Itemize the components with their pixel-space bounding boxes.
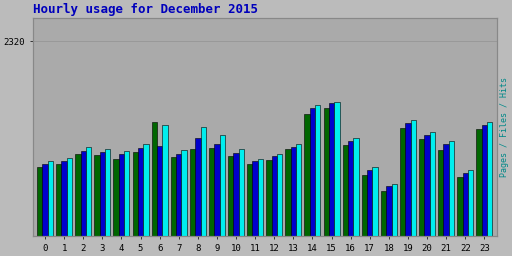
- Bar: [133, 152, 138, 236]
- Bar: [157, 146, 162, 236]
- Bar: [170, 157, 176, 236]
- Bar: [195, 138, 201, 236]
- Bar: [468, 169, 473, 236]
- Bar: [233, 153, 239, 236]
- Bar: [361, 175, 367, 236]
- Bar: [209, 148, 214, 236]
- Bar: [94, 155, 100, 236]
- Bar: [386, 186, 392, 236]
- Bar: [372, 167, 378, 236]
- Bar: [113, 159, 119, 236]
- Bar: [424, 135, 430, 236]
- Bar: [419, 139, 424, 236]
- Bar: [80, 151, 86, 236]
- Bar: [162, 125, 167, 236]
- Bar: [100, 152, 105, 236]
- Bar: [220, 135, 225, 236]
- Bar: [285, 150, 291, 236]
- Bar: [449, 141, 454, 236]
- Bar: [291, 147, 296, 236]
- Bar: [152, 122, 157, 236]
- Bar: [392, 184, 397, 236]
- Bar: [119, 154, 124, 236]
- Bar: [343, 145, 348, 236]
- Bar: [190, 148, 195, 236]
- Bar: [214, 144, 220, 236]
- Bar: [348, 141, 353, 236]
- Bar: [105, 148, 111, 236]
- Bar: [381, 190, 386, 236]
- Bar: [406, 123, 411, 236]
- Bar: [86, 147, 91, 236]
- Bar: [430, 132, 435, 236]
- Bar: [310, 108, 315, 236]
- Bar: [75, 154, 80, 236]
- Bar: [56, 164, 61, 236]
- Text: Hourly usage for December 2015: Hourly usage for December 2015: [33, 4, 258, 16]
- Bar: [296, 144, 302, 236]
- Bar: [305, 114, 310, 236]
- Bar: [457, 177, 462, 236]
- Bar: [400, 127, 406, 236]
- Bar: [252, 161, 258, 236]
- Bar: [228, 156, 233, 236]
- Bar: [334, 102, 339, 236]
- Bar: [476, 129, 482, 236]
- Bar: [37, 167, 42, 236]
- Bar: [67, 158, 72, 236]
- Bar: [271, 156, 277, 236]
- Bar: [61, 161, 67, 236]
- Bar: [487, 122, 493, 236]
- Bar: [138, 148, 143, 236]
- Bar: [124, 151, 130, 236]
- Bar: [42, 164, 48, 236]
- Bar: [462, 173, 468, 236]
- Bar: [315, 105, 321, 236]
- Bar: [143, 144, 148, 236]
- Bar: [176, 154, 181, 236]
- Bar: [258, 159, 263, 236]
- Bar: [438, 150, 443, 236]
- Bar: [247, 164, 252, 236]
- Bar: [239, 150, 244, 236]
- Bar: [324, 108, 329, 236]
- Bar: [277, 154, 282, 236]
- Bar: [411, 120, 416, 236]
- Bar: [482, 125, 487, 236]
- Bar: [48, 161, 53, 236]
- Y-axis label: Pages / Files / Hits: Pages / Files / Hits: [500, 77, 508, 177]
- Bar: [367, 169, 372, 236]
- Bar: [181, 150, 187, 236]
- Bar: [443, 144, 449, 236]
- Bar: [201, 127, 206, 236]
- Bar: [266, 160, 271, 236]
- Bar: [353, 138, 358, 236]
- Bar: [329, 103, 334, 236]
